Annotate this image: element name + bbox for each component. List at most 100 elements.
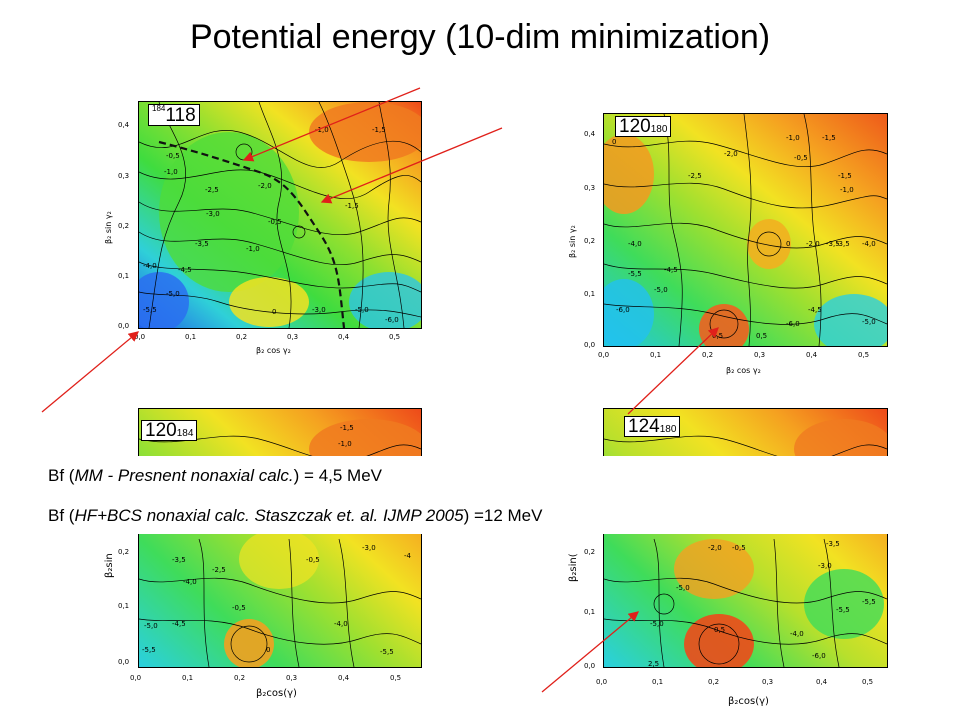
x-tick: 0,5 <box>389 333 401 341</box>
contour-label: -3,5 <box>172 556 186 564</box>
contour-label: -2,5 <box>205 186 219 194</box>
contour-label: -1,5 <box>838 172 852 180</box>
contour-label: -5,0 <box>166 290 180 298</box>
x-tick: 0,0 <box>596 678 608 686</box>
contour-label: -4,0 <box>790 630 804 638</box>
contour-label: 0 <box>612 138 617 146</box>
y-tick: 0,3 <box>584 184 596 192</box>
y-tick: 0,2 <box>118 548 130 556</box>
contour-label: -5,0 <box>144 622 158 630</box>
x-tick: 0,5 <box>858 351 870 359</box>
y-tick: 0,1 <box>118 272 130 280</box>
x-tick: 0,2 <box>236 333 248 341</box>
contour-label: 2,5 <box>648 660 660 668</box>
x-tick: 0,4 <box>338 674 350 682</box>
y-tick: 0,2 <box>584 237 596 245</box>
x-axis-label: β₂cos(γ) <box>256 688 297 699</box>
contour-label: -5,0 <box>862 318 876 326</box>
x-tick: 0,5 <box>390 674 402 682</box>
contour-label: -2,0 <box>806 240 820 248</box>
y-tick: 0,1 <box>584 608 596 616</box>
contour-label: -5,5 <box>862 598 876 606</box>
x-axis-label: β₂ cos γ₂ <box>726 366 761 375</box>
nucleus-label: 124180 <box>624 416 681 437</box>
x-tick: 0,5 <box>862 678 874 686</box>
nucleus-label: 120180 <box>615 116 672 137</box>
contour-label: -5,5 <box>380 648 394 656</box>
contour-label: -4,5 <box>178 266 192 274</box>
x-tick: 0,3 <box>286 674 298 682</box>
y-tick: 0,4 <box>584 130 596 138</box>
contour-label: -3,5 <box>195 240 209 248</box>
contour-label: -1,0 <box>338 440 352 448</box>
contour-label: -3,5 <box>826 540 840 548</box>
bf-hfbcs-line: Bf (HF+BCS nonaxial calc. Staszczak et. … <box>48 506 543 525</box>
y-tick: 0,0 <box>584 662 596 670</box>
contour-label: -6,0 <box>786 320 800 328</box>
x-tick: 0,2 <box>234 674 246 682</box>
contour-label: -0,5 <box>794 154 808 162</box>
nucleus-label: 120184 <box>141 420 198 441</box>
y-tick: 0,0 <box>118 658 130 666</box>
y-axis-label: β₂ sin γ₂ <box>568 225 577 258</box>
y-tick: 0,4 <box>118 121 130 129</box>
contour-label: -0,5 <box>268 218 282 226</box>
y-tick: 0,0 <box>118 322 130 330</box>
contour-label: -6,0 <box>812 652 826 660</box>
contour-label: -3,0 <box>312 306 326 314</box>
x-tick: 0,2 <box>708 678 720 686</box>
y-axis-label: β₂ sin γ₂ <box>104 211 113 244</box>
contour-label: 0,5 <box>714 626 726 634</box>
contour-label: -5,5 <box>628 270 642 278</box>
contour-label: -5,5 <box>836 606 850 614</box>
contour-label: -2,0 <box>258 182 272 190</box>
x-tick: 0,3 <box>762 678 774 686</box>
contour-label: -1,0 <box>246 245 260 253</box>
contour-label: -4,5 <box>664 266 678 274</box>
contour-label: -1,5 <box>822 134 836 142</box>
contour-label: 0,5 <box>712 332 724 340</box>
contour-label: -6,0 <box>385 316 399 324</box>
contour-label: -3,5 <box>836 240 850 248</box>
contour-label: -1,0 <box>164 168 178 176</box>
x-tick: 0,0 <box>130 674 142 682</box>
contour-label: -4,0 <box>183 578 197 586</box>
contour-label: 0 <box>266 646 271 654</box>
contour-label: -2,5 <box>212 566 226 574</box>
contour-label: -1,0 <box>786 134 800 142</box>
x-tick: 0,0 <box>134 333 146 341</box>
contour-label: 0 <box>786 240 791 248</box>
slide-title: Potential energy (10-dim minimization) <box>189 18 771 56</box>
y-axis-label: β₂sin( <box>568 553 579 582</box>
x-tick: 0,4 <box>816 678 828 686</box>
contour-plot <box>603 113 888 347</box>
x-tick: 0,2 <box>702 351 714 359</box>
contour-label: -1,0 <box>840 186 854 194</box>
contour-label: -4,0 <box>143 262 157 270</box>
contour-label: -5,0 <box>654 286 668 294</box>
contour-plot <box>138 408 422 668</box>
contour-label: -1,5 <box>372 126 386 134</box>
contour-label: -3,5 <box>826 240 840 248</box>
contour-label: -0,5 <box>306 556 320 564</box>
contour-label: -3,0 <box>362 544 376 552</box>
contour-plot <box>138 101 422 329</box>
x-tick: 0,1 <box>650 351 662 359</box>
contour-plot <box>603 408 888 668</box>
contour-label: -5,0 <box>355 306 369 314</box>
contour-label: -2,0 <box>724 150 738 158</box>
contour-label: 0,5 <box>756 332 768 340</box>
x-tick: 0,4 <box>806 351 818 359</box>
contour-label: -4,5 <box>172 620 186 628</box>
contour-label: -4,0 <box>862 240 876 248</box>
contour-label: -4,5 <box>808 306 822 314</box>
y-tick: 0,2 <box>584 548 596 556</box>
text-band <box>0 456 960 534</box>
y-tick: 0,1 <box>118 602 130 610</box>
contour-label: -6,0 <box>616 306 630 314</box>
contour-label: -2,0 <box>708 544 722 552</box>
contour-label: -1,5 <box>345 202 359 210</box>
x-tick: 0,3 <box>754 351 766 359</box>
x-axis-label: β₂ cos γ₂ <box>256 346 291 355</box>
bf-mm-line: Bf (MM - Presnent nonaxial calc.) = 4,5 … <box>48 466 383 485</box>
